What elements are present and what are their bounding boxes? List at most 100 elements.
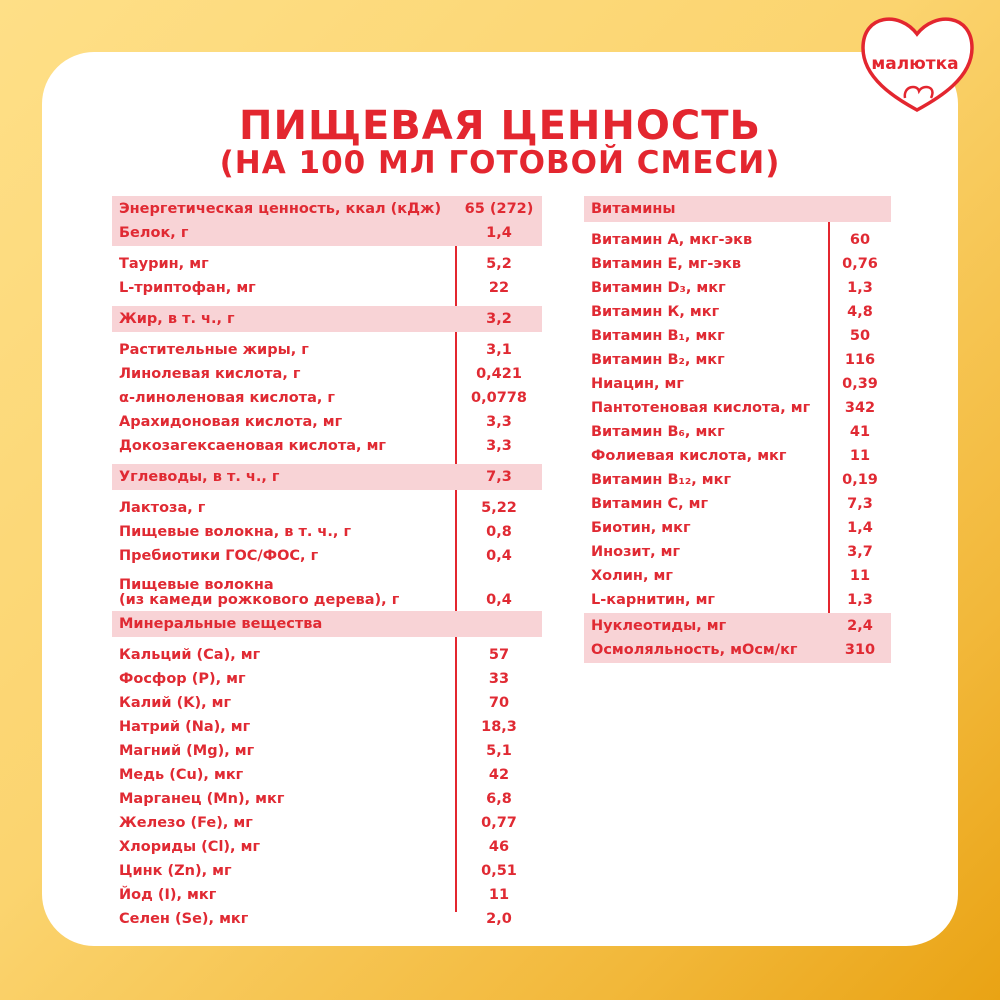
row-value: 0,77 — [481, 815, 517, 831]
row-label: Железо (Fe), мг — [112, 815, 456, 831]
row-value: 310 — [844, 642, 876, 658]
row-value: 42 — [488, 767, 510, 783]
row-label: Пребиотики ГОС/ФОС, г — [112, 548, 456, 564]
table-row: Пантотеновая кислота, мг 342 — [584, 396, 891, 420]
left-column-divider — [455, 196, 457, 912]
highlighted-section: Витамины — [584, 196, 891, 222]
table-row: Энергетическая ценность, ккал (кДж) 65 (2… — [112, 197, 542, 221]
row-label: Натрий (Na), мг — [112, 719, 456, 735]
highlighted-section: Минеральные вещества — [112, 611, 542, 637]
row-label-text: Энергетическая ценность, ккал (кДж) — [119, 201, 442, 217]
row-label-text: α-линоленовая кислота, г — [119, 390, 335, 406]
table-row: Растительные жиры, г 3,1 — [112, 338, 542, 362]
row-label-text: Витамин К, мкг — [591, 304, 720, 320]
row-label-text: Магний (Mg), мг — [119, 743, 255, 759]
row-label: Магний (Mg), мг — [112, 743, 456, 759]
row-value: 2,4 — [847, 618, 873, 634]
table-row: Нуклеотиды, мг 2,4 — [584, 614, 891, 638]
row-value: 1,3 — [847, 592, 873, 608]
row-value: 0,51 — [481, 863, 517, 879]
row-label: Лактоза, г — [112, 500, 456, 516]
row-label: α-линоленовая кислота, г — [112, 390, 456, 406]
row-label: Витамин С, мг — [584, 496, 829, 512]
table-row: Витамин С, мг 7,3 — [584, 492, 891, 516]
row-label: Пантотеновая кислота, мг — [584, 400, 829, 416]
row-label: Минеральные вещества — [112, 616, 456, 632]
table-row: Жир, в т. ч., г 3,2 — [112, 307, 542, 331]
row-value: 57 — [488, 647, 510, 663]
highlighted-section: Энергетическая ценность, ккал (кДж) 65 (2… — [112, 196, 542, 246]
row-label-text: Жир, в т. ч., г — [119, 311, 235, 327]
row-label-text: Витамин В₁, мкг — [591, 328, 725, 344]
row-value: 1,4 — [847, 520, 873, 536]
row-label-text: Кальций (Ca), мг — [119, 647, 261, 663]
table-row: Белок, г 1,4 — [112, 221, 542, 245]
row-value: 11 — [488, 887, 510, 903]
row-label-text: Хлориды (Cl), мг — [119, 839, 261, 855]
table-row: L-карнитин, мг 1,3 — [584, 588, 891, 612]
table-row: Цинк (Zn), мг 0,51 — [112, 859, 542, 883]
table-row: Йод (I), мкг 11 — [112, 883, 542, 907]
table-row: Осмоляльность, мОсм/кг 310 — [584, 638, 891, 662]
highlighted-section: Жир, в т. ч., г 3,2 — [112, 306, 542, 332]
row-value: 60 — [849, 232, 871, 248]
row-label: Нуклеотиды, мг — [584, 618, 829, 634]
row-label: Витамин В₆, мкг — [584, 424, 829, 440]
row-label-text: Пищевые волокна — [119, 577, 274, 593]
row-label: Белок, г — [112, 225, 456, 241]
table-row: Марганец (Mn), мкг 6,8 — [112, 787, 542, 811]
row-label: Фолиевая кислота, мкг — [584, 448, 829, 464]
table-row: Арахидоновая кислота, мг 3,3 — [112, 410, 542, 434]
table-row: Докозагексаеновая кислота, мг 3,3 — [112, 434, 542, 458]
row-value: 0,421 — [476, 366, 522, 382]
row-value: 2,0 — [486, 911, 512, 927]
page-title: ПИЩЕВАЯ ЦЕННОСТЬ — [239, 103, 761, 149]
row-value: 3,3 — [486, 414, 512, 430]
vitamins-table-right: Витамины Витамин А, мкг-экв 60 Витамин Е, м… — [584, 196, 891, 663]
row-label-text: Витамины — [591, 201, 676, 217]
row-label-text: Белок, г — [119, 225, 189, 241]
section: Растительные жиры, г 3,1 Линолевая кислота… — [112, 337, 542, 459]
highlighted-section: Нуклеотиды, мг 2,4 Осмоляльность, мОсм/кг 3… — [584, 613, 891, 663]
row-label: Таурин, мг — [112, 256, 456, 272]
table-row: Витамин В₆, мкг 41 — [584, 420, 891, 444]
row-label-text: Витамин В₁₂, мкг — [591, 472, 732, 488]
row-label-text: Докозагексаеновая кислота, мг — [119, 438, 387, 454]
row-value: 65 (272) — [464, 201, 534, 217]
row-label-text: L-триптофан, мг — [119, 280, 256, 296]
section: Кальций (Ca), мг 57 Фосфор (P), мг 33 Калий … — [112, 642, 542, 932]
row-label: Йод (I), мкг — [112, 887, 456, 903]
table-row: Витамины — [584, 197, 891, 221]
table-row: Витамин К, мкг 4,8 — [584, 300, 891, 324]
table-row: Витамин В₁₂, мкг 0,19 — [584, 468, 891, 492]
row-value: 0,4 — [486, 548, 512, 564]
row-label: Витамин Е, мг-экв — [584, 256, 829, 272]
row-label: Энергетическая ценность, ккал (кДж) — [112, 201, 456, 217]
row-value: 11 — [849, 568, 871, 584]
section: Лактоза, г 5,22 Пищевые волокна, в т. ч., … — [112, 495, 542, 611]
section: Витамин А, мкг-экв 60 Витамин Е, мг-экв 0,7… — [584, 227, 891, 613]
table-row: Холин, мг 11 — [584, 564, 891, 588]
table-row: Минеральные вещества — [112, 612, 542, 636]
row-label: Витамин К, мкг — [584, 304, 829, 320]
row-label-text: Лактоза, г — [119, 500, 206, 516]
table-row: Селен (Se), мкг 2,0 — [112, 907, 542, 931]
row-value: 3,1 — [486, 342, 512, 358]
row-value: 0,0778 — [471, 390, 527, 406]
row-value: 46 — [488, 839, 510, 855]
table-row: Витамин А, мкг-экв 60 — [584, 228, 891, 252]
row-label-text: Линолевая кислота, г — [119, 366, 301, 382]
row-value: 6,8 — [486, 791, 512, 807]
table-row: Ниацин, мг 0,39 — [584, 372, 891, 396]
table-row: Биотин, мкг 1,4 — [584, 516, 891, 540]
row-label: Инозит, мг — [584, 544, 829, 560]
row-label: Жир, в т. ч., г — [112, 311, 456, 327]
row-label: Хлориды (Cl), мг — [112, 839, 456, 855]
table-row: Лактоза, г 5,22 — [112, 496, 542, 520]
row-value: 342 — [844, 400, 876, 416]
table-row: Фосфор (P), мг 33 — [112, 667, 542, 691]
highlighted-section: Углеводы, в т. ч., г 7,3 — [112, 464, 542, 490]
row-value: 7,3 — [486, 469, 512, 485]
row-label-text: Калий (K), мг — [119, 695, 232, 711]
row-label-text: Пантотеновая кислота, мг — [591, 400, 811, 416]
